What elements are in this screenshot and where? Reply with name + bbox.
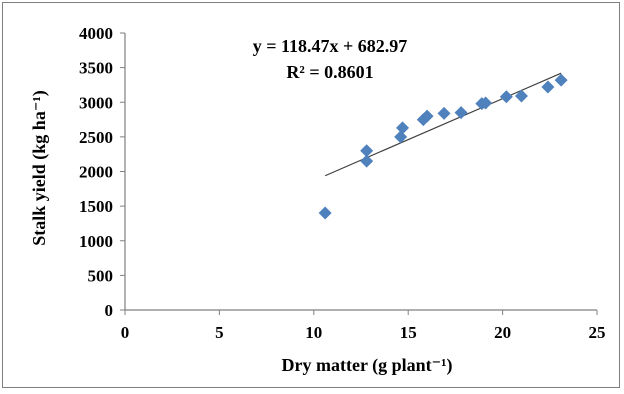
x-tick-label: 25 [589, 323, 606, 342]
y-tick-labels: 0 500 1000 1500 2000 2500 3000 3500 4000 [79, 24, 113, 320]
data-point [437, 106, 451, 120]
data-points [318, 73, 568, 220]
y-tick-label: 2000 [79, 163, 113, 182]
data-point [318, 206, 332, 220]
data-point [514, 89, 528, 103]
x-tick-label: 5 [215, 323, 224, 342]
data-point [479, 96, 493, 110]
y-axis-title: Stalk yield (kg ha⁻¹) [29, 90, 50, 245]
data-point [454, 106, 468, 120]
chart-frame: 0 500 1000 1500 2000 2500 3000 3500 4000 0 5 10 15 2… [2, 2, 620, 388]
data-point [360, 144, 374, 158]
trendline-group [324, 72, 562, 177]
y-tick-label: 3000 [79, 93, 113, 112]
y-tick-label: 3500 [79, 59, 113, 78]
data-point [396, 121, 410, 135]
trendline [324, 72, 562, 177]
x-tick-label: 20 [494, 323, 511, 342]
trendline-equation: y = 118.47x + 682.97 [253, 36, 408, 56]
x-tick-label: 0 [121, 323, 130, 342]
scatter-chart: 0 500 1000 1500 2000 2500 3000 3500 4000 0 5 10 15 2… [29, 24, 606, 376]
x-tick-label: 10 [305, 323, 322, 342]
data-point [420, 109, 434, 123]
y-tick-label: 0 [105, 301, 114, 320]
y-tick-label: 4000 [79, 24, 113, 43]
data-point [554, 73, 568, 87]
y-tick-label: 500 [88, 266, 114, 285]
y-tick-label: 1000 [79, 232, 113, 251]
data-point [360, 154, 374, 168]
data-point [541, 80, 555, 94]
data-point [499, 90, 513, 104]
data-point [394, 130, 408, 144]
axes [120, 32, 598, 315]
y-tick-label: 1500 [79, 197, 113, 216]
x-tick-label: 15 [400, 323, 417, 342]
y-tick-label: 2500 [79, 128, 113, 147]
r-squared-label: R² = 0.8601 [286, 62, 373, 82]
x-tick-labels: 0 5 10 15 20 25 [121, 323, 606, 342]
x-axis-title: Dry matter (g plant⁻¹) [281, 355, 452, 376]
